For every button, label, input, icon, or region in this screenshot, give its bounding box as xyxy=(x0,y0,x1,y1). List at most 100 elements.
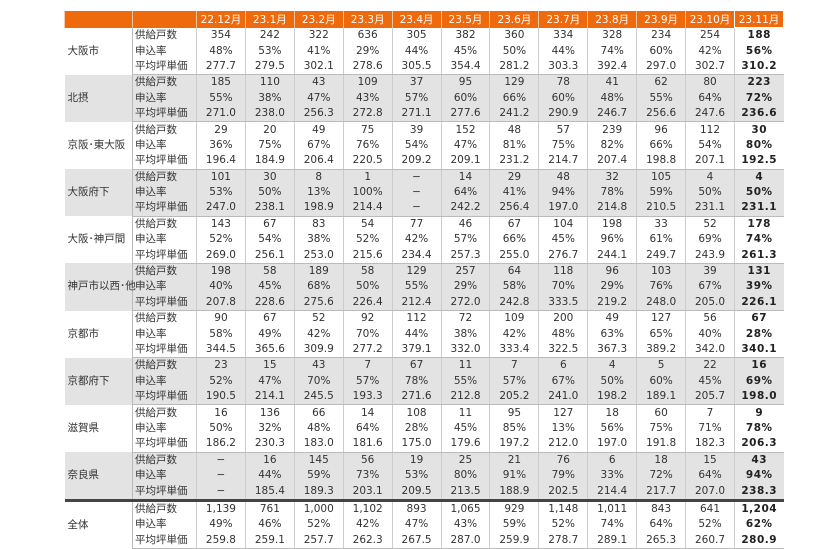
value-cell: 272.0 xyxy=(440,294,490,312)
value-cell: 206.4 xyxy=(293,153,344,170)
value-cell: 279.5 xyxy=(244,58,295,76)
metric-label: 申込率 xyxy=(135,233,167,246)
metric-label: 平均坪単価 xyxy=(132,200,197,217)
value-cell: 30 xyxy=(244,169,295,185)
value-cell: 53% xyxy=(244,43,295,59)
value-cell: 58 xyxy=(342,263,393,280)
region-label: 大阪市 xyxy=(64,27,133,75)
value-cell: 15 xyxy=(685,452,735,468)
value-cell: 257.7 xyxy=(293,532,344,549)
value-cell: 52 xyxy=(685,216,735,233)
value-cell: 52% xyxy=(342,232,393,248)
value-cell: 302.1 xyxy=(293,58,344,76)
value-cell: 231.1 xyxy=(733,200,784,217)
metric-label: 平均坪単価 xyxy=(132,436,197,453)
value-cell: 207.0 xyxy=(685,483,735,501)
value-cell: 50% xyxy=(733,184,784,201)
value-cell: 210.5 xyxy=(636,200,686,217)
value-cell: 76 xyxy=(538,452,588,468)
value-cell: 302.7 xyxy=(685,58,735,76)
value-cell: 209.2 xyxy=(391,153,442,170)
value-cell: 198.9 xyxy=(293,200,344,217)
value-cell: 46 xyxy=(440,216,490,233)
region-label: 大阪府下 xyxy=(64,169,133,217)
table-row: 申込率 50% 32% 48% 64% 28% 45% 85% 13% 56% 75% 71% 78% xyxy=(65,420,784,437)
metric-label: 申込率 xyxy=(132,90,197,106)
value-cell: 184.9 xyxy=(244,153,295,170)
value-cell: 64% xyxy=(685,90,735,106)
value-cell: 73% xyxy=(342,467,393,484)
value-cell: 213.5 xyxy=(440,483,490,501)
value-cell: 15 xyxy=(244,357,295,374)
value-cell: 71% xyxy=(685,420,735,437)
value-cell: 179.6 xyxy=(440,436,490,453)
value-cell: 205.0 xyxy=(685,294,735,312)
value-cell: 78% xyxy=(733,420,784,437)
value-cell: 66% xyxy=(636,137,686,154)
value-cell: 44% xyxy=(391,43,442,59)
value-cell: 57% xyxy=(342,373,393,389)
value-cell: 200 xyxy=(538,310,588,327)
value-cell: 56% xyxy=(587,420,637,437)
value-cell: 239 xyxy=(587,121,637,138)
value-cell: 271.0 xyxy=(196,105,246,123)
value-cell: 29% xyxy=(440,279,490,295)
value-cell: 278.7 xyxy=(538,532,588,549)
value-cell: 48% xyxy=(196,43,246,59)
value-cell: 131 xyxy=(733,263,784,280)
value-cell: 11 xyxy=(440,357,490,374)
value-cell: 57 xyxy=(538,121,588,138)
table-row: 申込率 49% 46% 52% 42% 47% 43% 59% 52% 74% 64% 52% 62% xyxy=(65,517,784,533)
value-cell: 43% xyxy=(342,90,393,106)
metric-label: 平均坪単価 xyxy=(132,58,197,76)
table-row: 平均坪単価 190.5 214.1 245.5 193.3 271.6 212.8 205.2… xyxy=(65,388,784,406)
value-cell: 297.0 xyxy=(636,58,686,76)
value-cell: 45% xyxy=(538,232,588,248)
value-cell: 79% xyxy=(538,467,588,484)
value-cell: 64% xyxy=(636,517,686,533)
value-cell: 104 xyxy=(538,216,588,233)
value-cell: 56% xyxy=(733,43,784,59)
value-cell: 365.6 xyxy=(244,341,295,359)
table-row: 申込率 40% 45% 68% 50% 55% 29% 58% 70% 29% 76% 67% 39% xyxy=(65,279,784,295)
value-cell: 82% xyxy=(587,137,637,154)
value-cell: 5 xyxy=(636,357,686,374)
value-cell: 46% xyxy=(244,517,295,533)
value-cell: 58 xyxy=(244,263,295,280)
value-cell: 275.6 xyxy=(293,294,344,312)
value-cell: 328 xyxy=(587,27,637,44)
value-cell: 54% xyxy=(685,137,735,154)
value-cell: 100% xyxy=(342,184,393,201)
metric-label: 供給戸数 xyxy=(132,498,197,518)
value-cell: 205.2 xyxy=(489,388,539,406)
region-label: 神戸市以西･他 xyxy=(64,263,136,311)
value-cell: 49% xyxy=(196,517,246,533)
table-row: 申込率 55% 38% 47% 43% 57% 60% 66% 60% 48% 55% 64% 72% xyxy=(65,90,784,106)
region-group: 大阪府下 供給戸数 101 30 8 1−14 29 48 32 105 4 4 申込率 53% 50% 13… xyxy=(64,169,784,217)
value-cell: 242.2 xyxy=(440,200,490,217)
value-cell: 9 xyxy=(733,404,784,421)
metric-label: 平均坪単価 xyxy=(132,247,197,264)
table-row: 京阪･東大阪 供給戸数 29 20 49 75 39 152 48 57 239 96 112 30 xyxy=(64,121,784,170)
value-cell: 893 xyxy=(391,498,442,518)
value-cell: 189.1 xyxy=(636,388,686,406)
value-cell: 78% xyxy=(391,373,442,389)
value-cell: 70% xyxy=(342,326,393,342)
value-cell: 69% xyxy=(733,373,784,389)
value-cell: 262.3 xyxy=(342,532,393,549)
value-cell: 55% xyxy=(440,373,490,389)
value-cell: 188 xyxy=(733,27,784,44)
value-cell: 54 xyxy=(342,216,393,233)
value-cell: 354.4 xyxy=(440,58,490,76)
value-cell: 344.5 xyxy=(196,341,246,359)
value-cell: 1,000 xyxy=(293,498,344,518)
value-cell: − xyxy=(391,200,442,217)
value-cell: 72 xyxy=(440,310,490,327)
value-cell: 209.5 xyxy=(391,483,442,501)
value-cell: 56 xyxy=(685,310,735,327)
region-group: 大阪市 供給戸数 354 242 322 636 305 382 360 334 328 234 254… xyxy=(64,27,784,76)
value-cell: 175.0 xyxy=(391,436,442,453)
value-cell: 287.0 xyxy=(440,532,490,549)
metric-label: 供給戸数 xyxy=(135,312,177,325)
region-group: 京都市 供給戸数 90 67 52 92 112 72 109 200 49 127 56 67 申込率 58… xyxy=(64,310,784,359)
